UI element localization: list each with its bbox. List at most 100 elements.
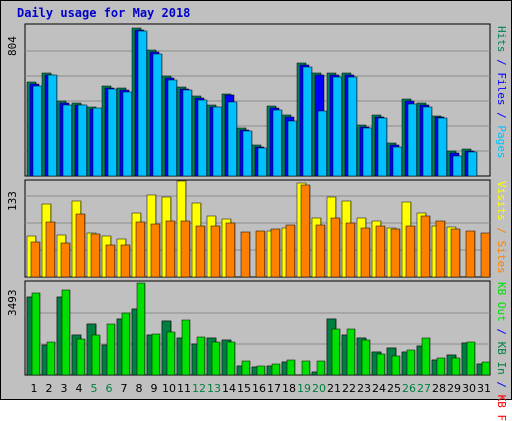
bar-kb-out-day-12-shade	[204, 337, 205, 375]
bar-pages-day-17-shade	[281, 110, 282, 176]
legend-segment: /	[495, 105, 508, 126]
day-label-5: 5	[91, 382, 98, 395]
bar-sites-day-4	[75, 213, 86, 278]
y-max-label-visits: 133	[6, 191, 19, 211]
bar-pages-day-16	[257, 147, 268, 177]
legend-segment: Pages	[495, 125, 508, 159]
bar-kb-out-day-9	[151, 333, 161, 376]
bar-sites-day-12	[195, 225, 206, 278]
bar-kb-out-day-18-shade	[294, 360, 295, 375]
bar-kb-out-day-19	[301, 360, 311, 376]
bar-sites-day-5-shade	[99, 234, 100, 277]
bar-sites-day-16-shade	[264, 231, 265, 277]
bar-sites-day-8-shade	[144, 222, 145, 277]
bar-pages-day-14	[227, 101, 238, 177]
bar-sites-day-21	[330, 217, 341, 278]
day-label-27: 27	[417, 382, 431, 395]
bar-pages-day-12-shade	[206, 100, 207, 176]
day-label-4: 4	[76, 382, 83, 395]
bar-pages-day-29	[452, 155, 463, 177]
bar-sites-day-14-shade	[234, 223, 235, 277]
bar-sites-day-6	[105, 244, 116, 278]
bar-pages-day-19	[302, 66, 313, 177]
bar-pages-day-7	[122, 91, 133, 177]
bar-pages-day-27-shade	[431, 107, 432, 176]
bar-kb-out-day-28	[436, 357, 446, 376]
bar-pages-day-6	[107, 88, 118, 177]
day-label-29: 29	[447, 382, 461, 395]
bar-kb-out-day-2	[46, 341, 56, 376]
bar-pages-day-9-shade	[161, 54, 162, 176]
bar-pages-day-27	[422, 106, 433, 177]
bar-kb-out-day-12	[196, 336, 206, 376]
day-label-12: 12	[192, 382, 206, 395]
bar-kb-out-day-20-shade	[324, 361, 325, 375]
bar-kb-out-day-17	[271, 363, 281, 376]
bar-sites-day-13	[210, 225, 221, 278]
bar-sites-day-23-shade	[369, 228, 370, 277]
bar-kb-out-day-26	[406, 349, 416, 376]
legend-segment: Files	[495, 72, 508, 106]
day-label-8: 8	[136, 382, 143, 395]
day-label-16: 16	[252, 382, 266, 395]
bar-kb-out-day-10-shade	[174, 332, 175, 375]
bar-kb-out-day-5-shade	[99, 335, 100, 375]
bar-sites-day-19	[300, 184, 311, 278]
bar-kb-out-day-2-shade	[54, 342, 55, 375]
bar-pages-day-1-shade	[41, 86, 42, 176]
chart-title: Daily usage for May 2018	[17, 6, 191, 20]
bar-kb-out-day-4-shade	[84, 339, 85, 375]
bar-sites-day-15	[240, 231, 251, 278]
bar-kb-out-day-16-shade	[264, 366, 265, 375]
bar-kb-out-day-25	[391, 355, 401, 376]
bar-sites-day-11-shade	[189, 221, 190, 277]
bar-sites-day-29	[450, 228, 461, 278]
bar-kb-out-day-13-shade	[219, 342, 220, 375]
bar-pages-day-21-shade	[341, 77, 342, 176]
bar-kb-out-day-27-shade	[429, 338, 430, 375]
bar-sites-day-28-shade	[444, 221, 445, 277]
bar-pages-day-13-shade	[221, 107, 222, 176]
bar-sites-day-26	[405, 225, 416, 278]
bar-pages-day-6-shade	[116, 89, 117, 176]
bar-pages-day-28	[437, 117, 448, 177]
bar-kb-out-day-28-shade	[444, 358, 445, 375]
legend-segment: /	[495, 321, 508, 342]
bar-sites-day-30	[465, 230, 476, 278]
bar-pages-day-15	[242, 130, 253, 177]
day-label-11: 11	[177, 382, 191, 395]
bar-pages-day-25	[392, 146, 403, 177]
bar-sites-day-7-shade	[129, 245, 130, 277]
day-label-28: 28	[432, 382, 446, 395]
bar-pages-day-20-shade	[326, 111, 327, 176]
bar-kb-out-day-6	[106, 323, 116, 376]
bar-pages-day-14-shade	[236, 102, 237, 176]
bar-kb-out-day-17-shade	[279, 364, 280, 375]
bar-sites-day-14	[225, 222, 236, 278]
bar-pages-day-23-shade	[371, 128, 372, 176]
bar-pages-day-5-shade	[101, 108, 102, 176]
bar-pages-day-11	[182, 89, 193, 177]
bar-kb-out-day-8	[136, 282, 146, 376]
bar-kb-out-day-1-shade	[39, 293, 40, 375]
bar-kb-out-day-30	[466, 341, 476, 376]
bar-kb-out-day-7	[121, 312, 131, 376]
y-max-label-kbytes: 3493	[6, 289, 19, 317]
legend-segment: Sites	[495, 240, 508, 274]
bar-pages-day-11-shade	[191, 90, 192, 176]
legend-segment: Visits	[495, 181, 508, 221]
legend-hits-files-pages: Hits / Files / Pages	[495, 26, 508, 159]
day-label-15: 15	[237, 382, 251, 395]
legend-visits-sites: Visits / Sites	[495, 181, 508, 274]
bar-sites-day-10-shade	[174, 221, 175, 277]
bar-sites-day-1-shade	[39, 242, 40, 277]
bar-kb-out-day-24-shade	[384, 354, 385, 375]
bar-sites-day-1	[30, 241, 41, 278]
bar-kb-out-day-27	[421, 337, 431, 376]
bar-sites-day-24	[375, 225, 386, 278]
bar-sites-day-31-shade	[489, 233, 490, 277]
bar-sites-day-9	[150, 223, 161, 278]
bar-kb-out-day-7-shade	[129, 313, 130, 375]
bar-kb-out-day-26-shade	[414, 350, 415, 375]
day-label-31: 31	[477, 382, 491, 395]
